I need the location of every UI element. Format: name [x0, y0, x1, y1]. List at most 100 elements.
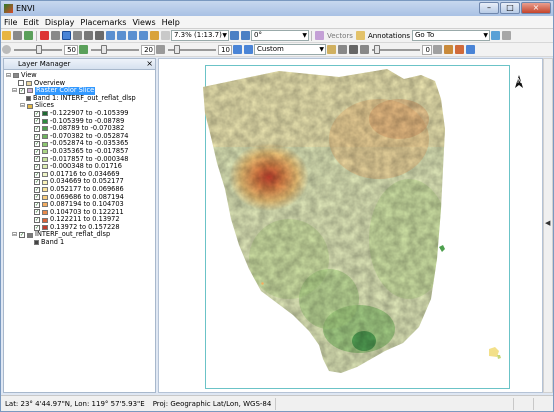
rotation-combo[interactable]: 0° ▼: [251, 30, 309, 41]
pan-icon[interactable]: [73, 31, 82, 40]
slider-thumb[interactable]: [174, 44, 180, 54]
slice-checkbox[interactable]: ✓: [34, 224, 40, 231]
slice-checkbox[interactable]: ✓: [34, 171, 40, 178]
rotate-right-icon[interactable]: [241, 31, 250, 40]
sharpen-value[interactable]: 10: [218, 44, 232, 55]
slider-thumb[interactable]: [36, 44, 42, 54]
open-folder-icon[interactable]: [2, 31, 11, 40]
slice-checkbox[interactable]: ✓: [34, 148, 40, 155]
layer-manager-icon[interactable]: [24, 31, 33, 40]
data-manager-icon[interactable]: [13, 31, 22, 40]
pin-icon[interactable]: [40, 31, 49, 40]
zoom-combo[interactable]: 7.3% (1:13.7) ▼: [171, 30, 229, 41]
image-view[interactable]: N: [158, 58, 543, 393]
stretch-settings-icon[interactable]: [327, 45, 336, 54]
collapse-icon[interactable]: ⊟: [12, 87, 18, 95]
contrast-slider[interactable]: [91, 44, 139, 54]
slice-item[interactable]: ✓ 0.01716 to 0.034669: [4, 170, 155, 179]
flicker-icon[interactable]: [338, 45, 347, 54]
zoom-in-icon[interactable]: [106, 31, 115, 40]
slice-checkbox[interactable]: ✓: [34, 209, 40, 216]
slice-item[interactable]: ✓ 0.069686 to 0.087194: [4, 193, 155, 202]
slice-item[interactable]: ✓ -0.08789 to -0.070382: [4, 125, 155, 133]
slice-checkbox[interactable]: ✓: [34, 125, 40, 132]
swipe-icon[interactable]: [349, 45, 358, 54]
menu-file[interactable]: File: [4, 17, 18, 27]
zoom-fixed-icon[interactable]: [128, 31, 137, 40]
slice-item[interactable]: ✓ -0.052874 to -0.035365: [4, 140, 155, 148]
slice-item[interactable]: ✓ -0.105399 to -0.08789: [4, 117, 155, 126]
slice-item[interactable]: ✓ 0.052177 to 0.069686: [4, 185, 155, 194]
slice-checkbox[interactable]: ✓: [34, 133, 40, 140]
crosshairs-icon[interactable]: [150, 31, 159, 40]
stretch-combo[interactable]: Custom ▼: [254, 44, 326, 55]
chevron-left-icon[interactable]: ◀: [545, 219, 551, 227]
fly-icon[interactable]: [84, 31, 93, 40]
menu-views[interactable]: Views: [132, 17, 156, 27]
maximize-button[interactable]: □: [500, 2, 520, 14]
print-icon[interactable]: [466, 45, 475, 54]
slice-item[interactable]: ✓ 0.122211 to 0.13972: [4, 216, 155, 224]
collapse-icon[interactable]: ⊟: [6, 72, 12, 79]
tree-slices[interactable]: ⊟ Slices: [4, 102, 155, 110]
collapse-icon[interactable]: ⊟: [12, 231, 18, 239]
slice-item[interactable]: ✓ 0.034669 to 0.052177: [4, 178, 155, 186]
slice-checkbox[interactable]: ✓: [34, 201, 40, 208]
chip-icon[interactable]: [444, 45, 453, 54]
slice-item[interactable]: ✓ 0.13972 to 0.157228: [4, 223, 155, 232]
tree-band-source[interactable]: Band 1: INTERF_out_reflat_dlsp: [4, 94, 155, 103]
tree-view[interactable]: ⊟ View: [4, 71, 155, 80]
rotate-left-icon[interactable]: [230, 31, 239, 40]
sharpen-slider[interactable]: [168, 44, 216, 54]
portal-icon[interactable]: [360, 45, 369, 54]
vectors-icon[interactable]: [315, 31, 324, 40]
stretch-linear-icon[interactable]: [233, 45, 242, 54]
raster-color-slice-checkbox[interactable]: ✓: [19, 87, 25, 94]
select-icon[interactable]: [62, 31, 71, 40]
slice-item[interactable]: ✓ 0.104703 to 0.122211: [4, 208, 155, 217]
slice-checkbox[interactable]: ✓: [34, 110, 40, 117]
rotate-icon[interactable]: [95, 31, 104, 40]
slice-checkbox[interactable]: ✓: [34, 179, 40, 186]
menu-placemarks[interactable]: Placemarks: [80, 17, 127, 27]
goto-refresh-icon[interactable]: [491, 31, 500, 40]
slice-item[interactable]: ✓ -0.000348 to 0.01716: [4, 163, 155, 171]
slider-thumb[interactable]: [101, 44, 107, 54]
slice-item[interactable]: ✓ 0.087194 to 0.104703: [4, 200, 155, 209]
brightness-slider[interactable]: [14, 44, 62, 54]
measure-icon[interactable]: [455, 45, 464, 54]
tree-raster-color-slice[interactable]: ⊟ ✓ Raster Color Slice: [4, 87, 155, 95]
minimize-button[interactable]: –: [479, 2, 499, 14]
slice-item[interactable]: ✓ -0.017857 to -0.000348: [4, 155, 155, 164]
menu-help[interactable]: Help: [161, 17, 180, 27]
close-button[interactable]: ×: [521, 2, 551, 14]
stretch-histogram-icon[interactable]: [244, 45, 253, 54]
annotations-menu[interactable]: Annotations: [367, 31, 410, 40]
second-layer-checkbox[interactable]: ✓: [19, 232, 25, 239]
overview-checkbox[interactable]: [18, 80, 24, 87]
slice-checkbox[interactable]: ✓: [34, 186, 40, 193]
menu-edit[interactable]: Edit: [23, 17, 39, 27]
slice-checkbox[interactable]: ✓: [34, 141, 40, 148]
slice-checkbox[interactable]: ✓: [34, 194, 40, 201]
zoom-full-icon[interactable]: [139, 31, 148, 40]
slice-checkbox[interactable]: ✓: [34, 163, 40, 170]
tree-second-layer[interactable]: ⊟ ✓ INTERF_out_reflat_dlsp: [4, 231, 155, 239]
goto-clear-icon[interactable]: [502, 31, 511, 40]
link-icon[interactable]: [433, 45, 442, 54]
slice-checkbox[interactable]: ✓: [34, 217, 40, 224]
slice-item[interactable]: ✓ -0.035365 to -0.017857: [4, 147, 155, 156]
slice-checkbox[interactable]: ✓: [34, 156, 40, 163]
close-icon[interactable]: ×: [146, 59, 153, 68]
menu-display[interactable]: Display: [44, 17, 75, 27]
annotations-icon[interactable]: [355, 31, 365, 40]
transparency-slider[interactable]: [372, 44, 420, 54]
slice-checkbox[interactable]: ✓: [34, 118, 40, 125]
cursor-icon[interactable]: [51, 31, 60, 40]
zoom-out-icon[interactable]: [117, 31, 126, 40]
brightness-value[interactable]: 50: [64, 44, 78, 55]
tree-second-band[interactable]: Band 1: [4, 238, 155, 247]
vectors-menu[interactable]: Vectors: [327, 31, 353, 40]
goto-combo[interactable]: Go To ▼: [412, 30, 490, 41]
contrast-value[interactable]: 20: [141, 44, 155, 55]
